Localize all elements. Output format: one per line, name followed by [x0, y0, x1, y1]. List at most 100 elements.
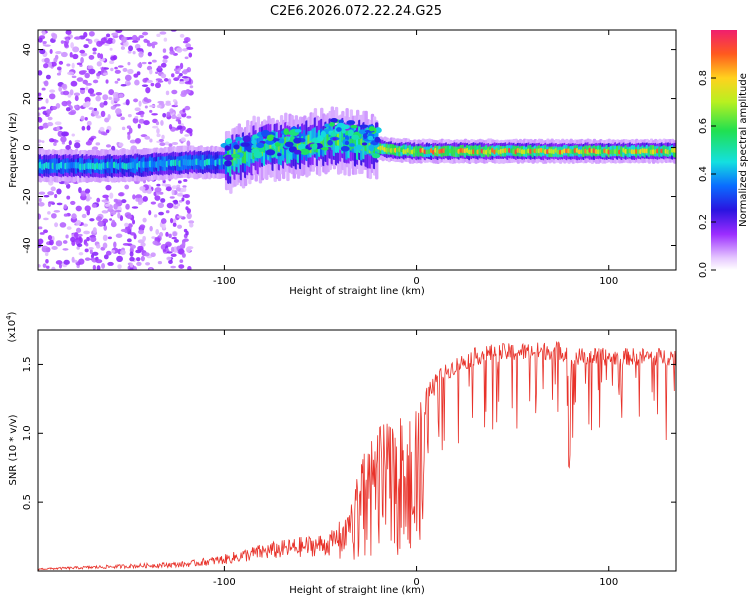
spectrogram-noise-cell: [38, 238, 44, 245]
spectrogram-noise-cell: [40, 106, 47, 110]
spectrogram-spot: [341, 128, 346, 134]
spectrogram-noise-cell: [69, 52, 73, 58]
spectrogram-spot: [293, 137, 302, 144]
snr-y-tick-label: 1.5: [22, 356, 33, 372]
spectrogram-noise-cell: [102, 94, 109, 101]
spectrogram-noise-cell: [96, 265, 101, 270]
spectrogram-noise-cell: [53, 141, 57, 146]
spectrogram-spot: [261, 129, 270, 137]
spectrogram-x-label: Height of straight line (km): [289, 286, 425, 297]
spectrogram-noise-cell: [80, 52, 88, 57]
spectrogram-noise-cell: [66, 63, 71, 67]
spectrogram-noise-cell: [177, 119, 182, 125]
spectrogram-noise-cell: [138, 201, 143, 205]
spectrogram-noise-cell: [124, 222, 129, 227]
spectrogram-noise-cell: [171, 189, 175, 196]
spectrogram-noise-cell: [105, 184, 112, 191]
spectrogram-noise-cell: [39, 48, 46, 55]
spectrogram-noise-cell: [56, 188, 62, 195]
spectrogram-noise-cell: [176, 125, 183, 130]
spectrogram-spot: [256, 142, 265, 149]
spectrogram-x-tick-label: 100: [599, 276, 618, 287]
spectrogram-noise-cell: [102, 194, 109, 199]
spectrogram-noise-cell: [173, 68, 178, 72]
spectrogram-noise-cell: [51, 246, 58, 250]
spectrogram-noise-cell: [105, 250, 112, 256]
spectrogram-noise-cell: [95, 216, 103, 222]
spectrogram-noise-cell: [134, 115, 139, 119]
spectrogram-noise-cell: [71, 62, 75, 69]
spectrogram-noise-cell: [170, 246, 175, 253]
spectrogram-noise-cell: [61, 100, 69, 107]
spectrogram-noise-cell: [99, 102, 105, 108]
spectrogram-noise-cell: [72, 53, 79, 60]
spectrogram-noise-cell: [95, 243, 101, 249]
spectrogram-spot: [329, 122, 335, 127]
spectrogram-noise-cell: [155, 121, 160, 126]
spectrogram-noise-cell: [176, 215, 183, 219]
spectrogram-noise-cell: [150, 201, 157, 205]
spectrogram-noise-cell: [160, 119, 164, 126]
spectrogram-noise-cell: [183, 89, 191, 94]
spectrogram-spot: [231, 153, 241, 159]
spectrogram-noise-cell: [162, 249, 167, 252]
spectrogram-noise-cell: [165, 231, 169, 237]
spectrogram-spot: [341, 124, 350, 130]
spectrogram-x-tick-label: -100: [213, 276, 236, 287]
spectrogram-noise-cell: [139, 186, 146, 191]
spectrogram-noise-cell: [154, 82, 161, 89]
spectrogram-noise-cell: [62, 90, 70, 96]
spectrogram-noise-cell: [65, 30, 72, 35]
spectrogram-noise-cell: [74, 95, 79, 102]
spectrogram-noise-cell: [84, 257, 91, 261]
spectrogram-noise-cell: [181, 75, 189, 79]
spectrogram-noise-cell: [85, 82, 92, 86]
spectrogram-noise-cell: [73, 231, 79, 238]
spectrogram-noise-cell: [86, 120, 92, 126]
colorbar-tick-label: 0.6: [698, 118, 709, 134]
spectrogram-spot: [294, 128, 302, 133]
spectrogram-noise-cell: [49, 89, 56, 93]
spectrogram-noise-cell: [172, 99, 177, 103]
spectrogram-heatmap: [38, 30, 676, 270]
spectrogram-noise-cell: [107, 261, 114, 266]
spectrogram-noise-cell: [151, 59, 157, 63]
spectrogram-noise-cell: [99, 53, 104, 60]
spectrogram-spot: [344, 140, 350, 146]
spectrogram-noise-cell: [80, 57, 84, 64]
spectrogram-noise-cell: [170, 114, 177, 120]
spectrogram-noise-cell: [157, 65, 162, 70]
spectrogram-noise-cell: [141, 84, 149, 87]
spectrogram-noise-cell: [131, 206, 139, 209]
spectrogram-noise-cell: [111, 219, 116, 225]
spectrogram-spot: [277, 153, 282, 157]
spectrogram-noise-cell: [138, 51, 144, 58]
spectrogram-noise-cell: [189, 222, 194, 228]
spectrogram-noise-cell: [42, 263, 47, 268]
spectrogram-noise-cell: [151, 113, 158, 116]
spectrogram-noise-cell: [156, 104, 162, 109]
spectrogram-noise-cell: [165, 210, 170, 214]
spectrogram-spot: [358, 129, 367, 135]
spectrogram-spot: [235, 136, 242, 142]
spectrogram-noise-cell: [114, 80, 119, 84]
spectrogram-noise-cell: [136, 261, 142, 266]
spectrogram-noise-cell: [120, 46, 125, 50]
spectrogram-noise-cell: [38, 37, 43, 43]
spectrogram-spot: [253, 151, 263, 159]
spectrogram-noise-cell: [159, 142, 166, 147]
spectrogram-noise-cell: [106, 33, 111, 38]
spectrogram-noise-cell: [86, 193, 90, 199]
spectrogram-noise-cell: [101, 66, 105, 73]
spectrogram-spot: [368, 126, 375, 132]
spectrogram-noise-cell: [91, 203, 97, 208]
spectrogram-noise-cell: [129, 256, 135, 262]
spectrogram-noise-cell: [38, 226, 43, 230]
spectrogram-noise-cell: [182, 40, 189, 44]
spectrogram-noise-cell: [97, 220, 105, 227]
spectrogram-noise-cell: [171, 89, 178, 95]
spectrogram-noise-cell: [177, 75, 181, 79]
spectrogram-noise-cell: [127, 114, 132, 118]
spectrogram-noise-cell: [156, 33, 161, 38]
spectrogram-noise-cell: [41, 87, 46, 91]
